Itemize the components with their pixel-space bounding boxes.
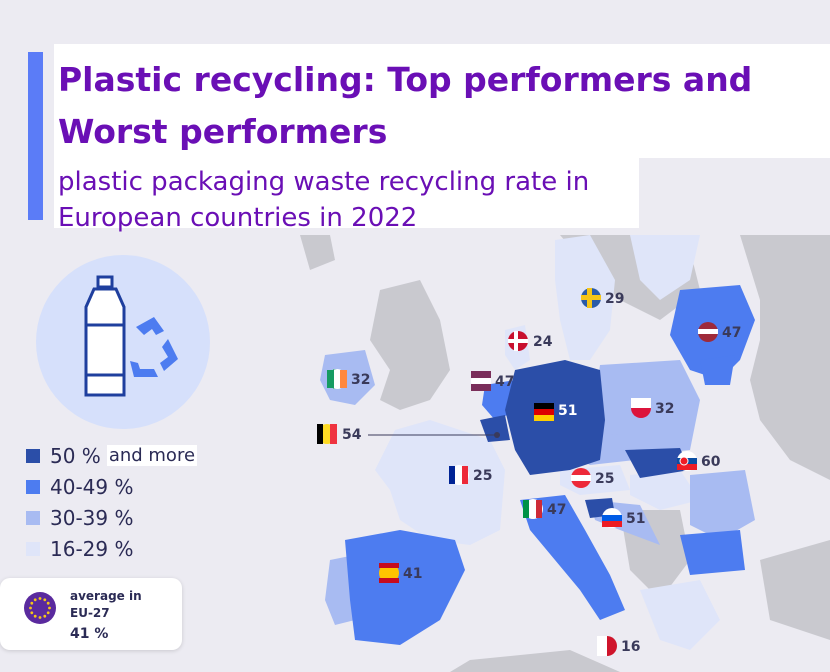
legend-swatch [26,448,40,463]
value-austria: 25 [595,471,614,487]
average-label-line1: average in [70,589,142,603]
marker-belgium: 54 [317,424,362,444]
finland-shape [630,235,700,300]
legend-item: 40-49 % [26,471,197,502]
value-denmark: 24 [533,334,553,350]
value-spain: 41 [403,566,422,582]
legend: 50 % and more 40-49 % 30-39 % 16-29 % [26,440,198,564]
marker-ireland: 32 [327,369,370,389]
value-slovakia: 60 [701,454,721,470]
legend-swatch [26,510,40,525]
lithuania-shape [700,355,735,385]
plastic-bottle-recycle-icon [84,275,178,397]
title-background [54,44,830,158]
marker-france: 25 [449,465,492,485]
slovakia-shape [625,448,690,478]
legend-label: 40-49 % [50,474,134,499]
subtitle-background [54,158,639,228]
page-title: Plastic recycling: Top performers and Wo… [58,60,753,151]
value-belgium: 54 [342,427,362,443]
marker-denmark: 24 [508,331,553,351]
marker-sweden: 29 [581,288,624,308]
countries-50-plus [480,360,690,518]
legend-label-extra: and more [106,445,198,466]
non-eu-land [300,235,830,672]
legend-label: 30-39 % [50,505,134,530]
eu-average-card: average in EU-27 41 % [0,578,182,650]
countries-40-49 [345,285,755,645]
legend-label: 50 % [50,443,101,468]
value-netherlands: 47 [495,374,514,390]
value-france: 25 [473,468,492,484]
marker-poland: 32 [631,398,674,418]
value-ireland: 32 [351,372,370,388]
marker-slovenia: 51 [602,508,645,528]
marker-slovakia: 60 [677,451,721,471]
marker-malta: 16 [597,636,640,656]
marker-italy: 47 [523,499,566,519]
average-value: 41 % [70,626,109,642]
eu-flag-icon [24,592,56,624]
legend-swatch [26,479,40,494]
france-shape [375,420,505,545]
value-latvia: 47 [722,325,741,341]
legend-swatch [26,541,40,556]
value-italy: 47 [547,502,566,518]
marker-austria: 25 [571,468,614,488]
value-slovenia: 51 [626,511,645,527]
italy-shape [520,495,625,620]
belgium-pointer-dot [494,432,500,438]
romania-shape [690,470,755,540]
bulgaria-shape [680,530,745,575]
legend-item: 30-39 % [26,502,197,533]
page-subtitle: plastic packaging waste recycling rate i… [58,167,590,233]
value-poland: 32 [655,401,674,417]
marker-latvia: 47 [698,322,741,342]
value-germany: 51 [558,403,577,419]
spain-shape [345,530,465,645]
portugal-shape [325,555,355,625]
hungary-shape [630,470,700,510]
marker-netherlands: 47 [471,371,514,391]
marker-spain: 41 [379,563,422,583]
legend-label: 16-29 % [50,536,134,561]
accent-bar [28,52,43,220]
recycling-illustration [36,255,210,429]
average-label-line2: EU-27 [70,606,110,620]
germany-shape [505,360,605,475]
ireland-shape [320,350,375,405]
greece-shape [640,580,720,650]
marker-germany: 51 [534,403,577,421]
legend-item: 50 % and more [26,440,198,471]
legend-item: 16-29 % [26,533,197,564]
average-label: average in EU-27 [70,588,142,622]
value-sweden: 29 [605,291,624,307]
value-malta: 16 [621,639,640,655]
belgium-shape [480,415,510,442]
